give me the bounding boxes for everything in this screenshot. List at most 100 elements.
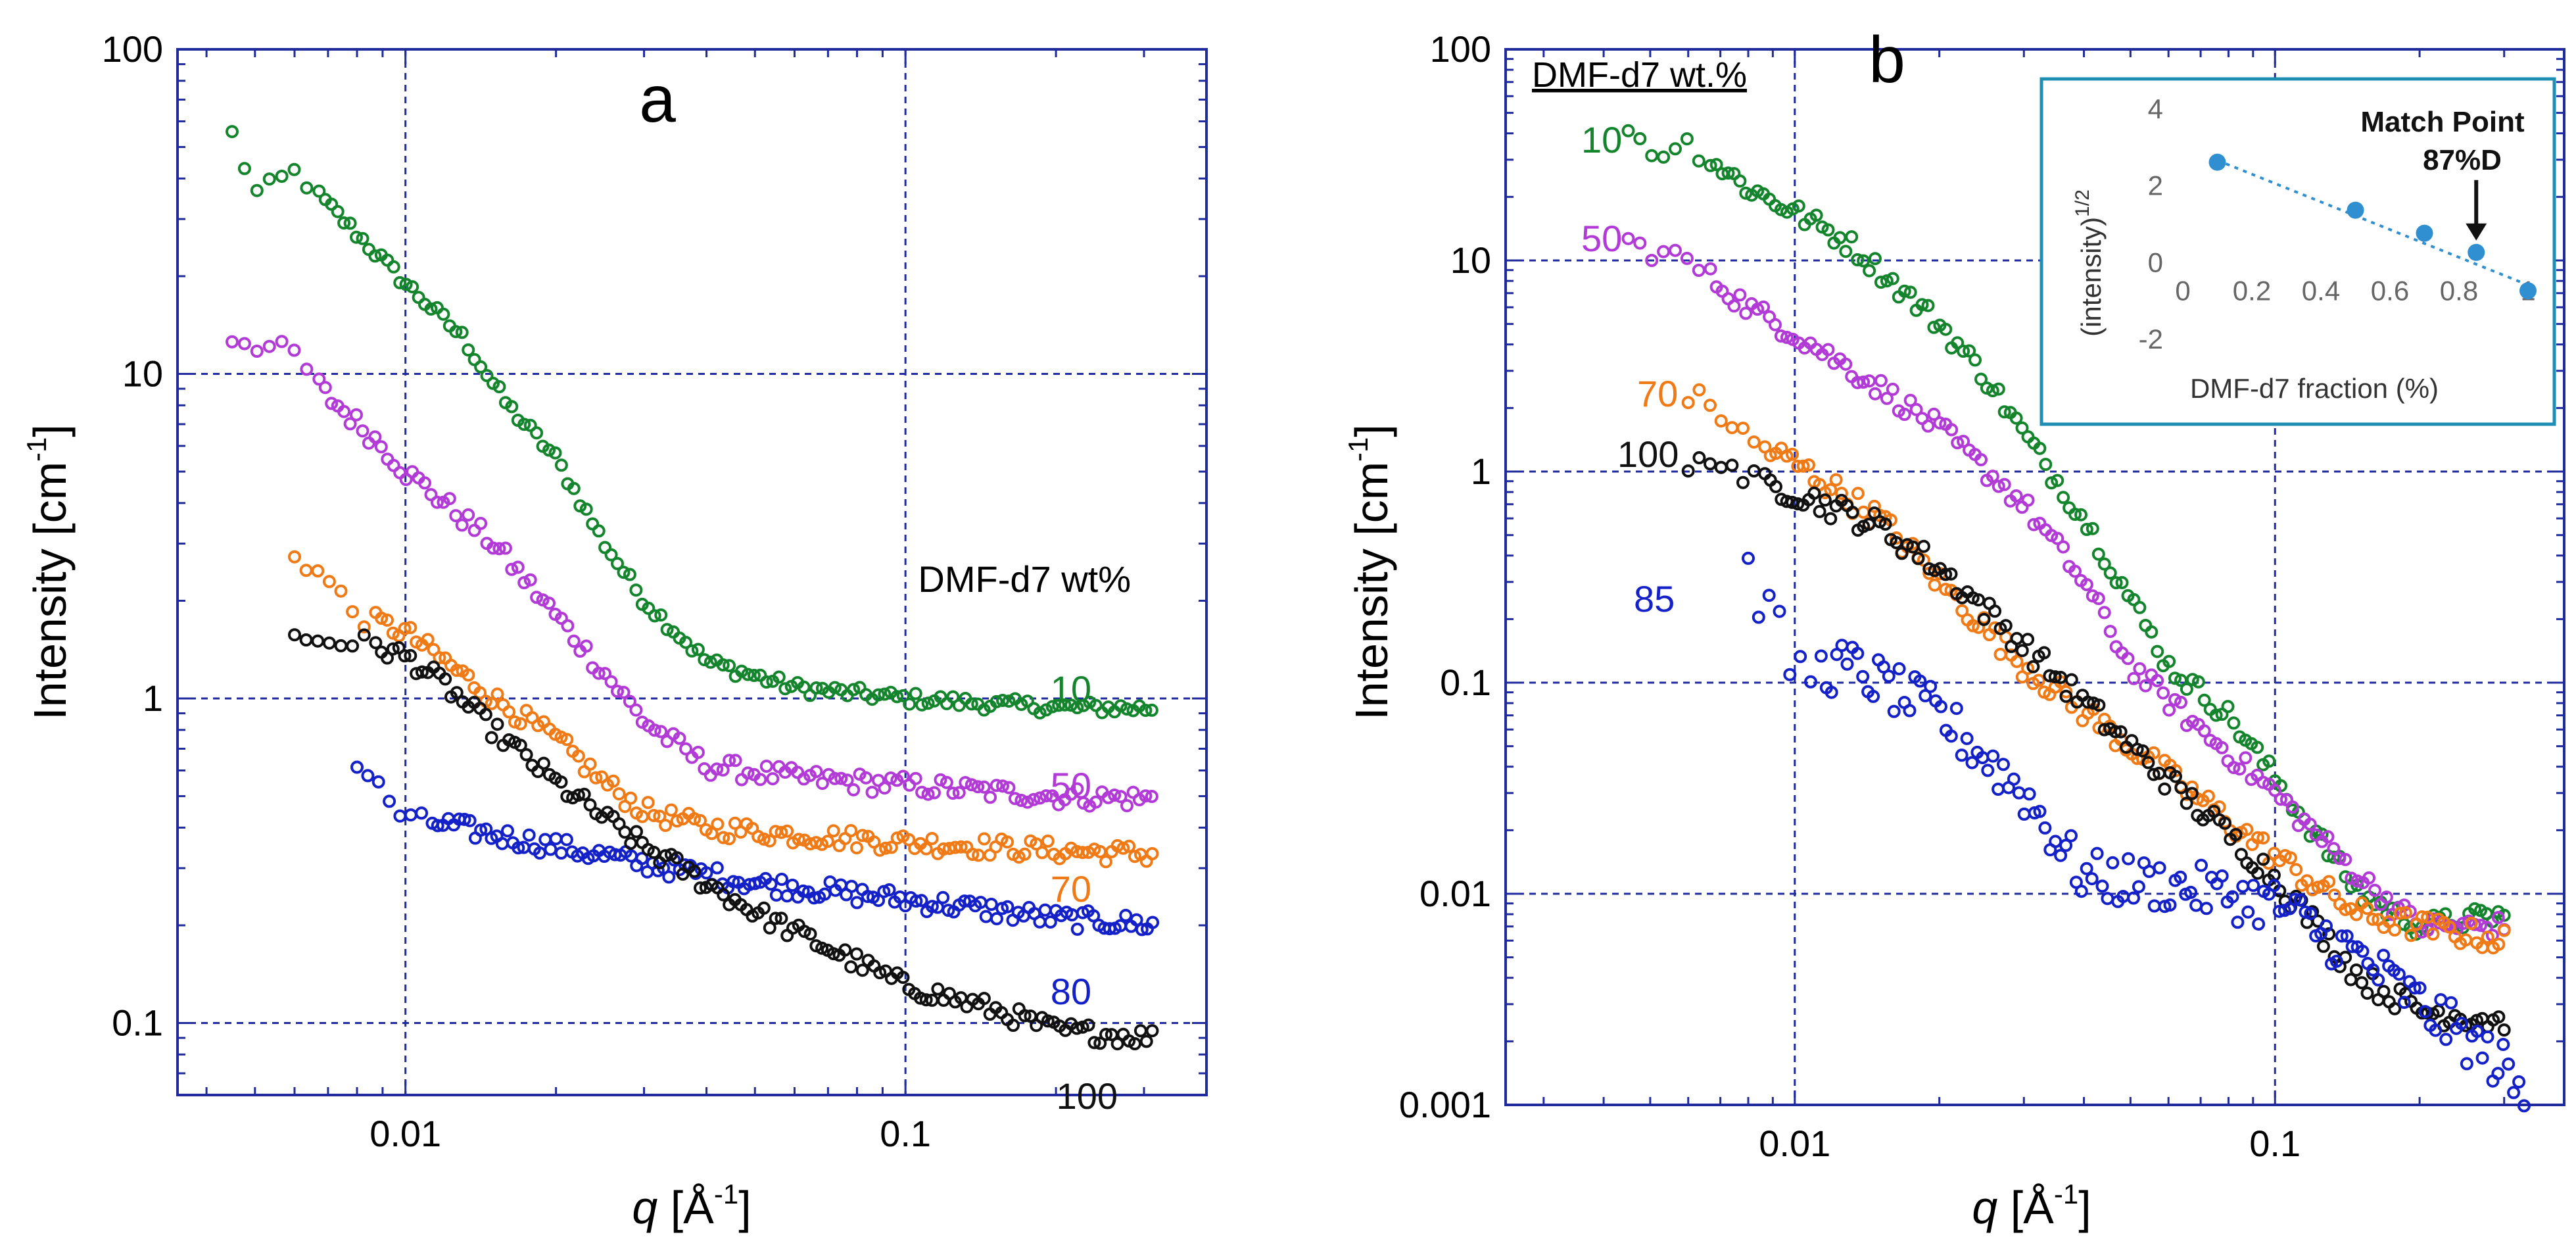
data-point-b-85 (2038, 821, 2052, 835)
data-point-a-70 (780, 824, 794, 838)
panel-a-grid (178, 49, 1206, 1095)
data-point-b-85 (2095, 879, 2109, 893)
data-point-a-80 (807, 891, 821, 905)
data-point-b-10 (1886, 272, 1899, 285)
data-point-a-70 (717, 831, 730, 844)
data-point-b-10 (1869, 252, 1882, 266)
panel-a-y-tick-label: 10 (122, 353, 163, 395)
data-point-a-50 (442, 492, 456, 506)
panel-b-series-label-70: 70 (1637, 373, 1678, 414)
panel-a-x-tick-label: 0.1 (880, 1113, 931, 1154)
data-point-b-50 (1774, 329, 1788, 343)
data-point-b-50 (1933, 416, 1947, 430)
data-point-b-70 (1736, 422, 1750, 435)
data-point-b-50 (2268, 783, 2281, 797)
data-point-b-50 (1857, 376, 1871, 389)
data-point-a-10 (275, 170, 289, 183)
inset-y-tick-label: -2 (2139, 324, 2163, 354)
data-point-b-10 (1992, 382, 2005, 396)
data-point-a-10 (716, 658, 730, 671)
panel-b-plot-frame (1504, 48, 2565, 1106)
data-point-b-85 (2189, 898, 2203, 912)
data-point-a-100 (1012, 1002, 1026, 1015)
data-point-b-50 (2139, 679, 2153, 693)
panel-a-series-label-80: 80 (1051, 971, 1091, 1012)
data-point-b-85 (2215, 869, 2229, 883)
data-point-b-50 (2051, 531, 2064, 545)
data-point-b-50 (1921, 419, 1935, 433)
data-point-a-10 (517, 418, 531, 431)
panel-a-y-axis-label-text: Intensity [cm (24, 462, 76, 720)
data-point-b-100 (1818, 493, 1832, 507)
data-point-a-70 (757, 832, 771, 846)
data-point-b-100 (2026, 660, 2040, 673)
data-point-a-10 (909, 687, 922, 700)
data-point-b-85 (2236, 879, 2250, 893)
data-point-a-80 (1135, 923, 1149, 937)
data-point-a-50 (629, 703, 643, 717)
data-point-a-50 (840, 773, 854, 787)
data-point-a-50 (399, 473, 413, 486)
data-point-a-10 (828, 681, 842, 695)
data-point-b-70 (2464, 917, 2478, 930)
data-point-a-70 (311, 564, 325, 577)
data-point-a-10 (1145, 703, 1158, 717)
data-point-a-50 (318, 381, 332, 395)
data-point-b-85 (2517, 1099, 2531, 1113)
data-point-a-80 (710, 861, 724, 875)
data-point-b-85 (2288, 892, 2302, 906)
data-point-b-10 (2151, 645, 2164, 658)
data-point-b-50 (2256, 775, 2270, 789)
data-point-a-50 (959, 776, 972, 789)
data-point-b-10 (2103, 566, 2117, 580)
data-point-b-85 (2512, 1075, 2526, 1088)
data-point-a-10 (1052, 698, 1066, 712)
data-point-a-50 (1014, 794, 1028, 807)
data-point-b-10 (2251, 741, 2264, 754)
data-point-a-50 (237, 337, 251, 351)
data-point-a-100 (404, 648, 417, 662)
data-point-b-85 (2496, 1038, 2510, 1052)
data-point-a-100 (485, 731, 498, 744)
data-point-a-80 (700, 866, 713, 880)
data-point-b-70 (1955, 604, 1969, 618)
data-point-b-85 (1882, 670, 1896, 683)
data-point-b-85 (2429, 1023, 2443, 1037)
data-point-a-70 (821, 835, 834, 848)
data-point-a-10 (548, 446, 562, 460)
data-point-a-70 (334, 584, 348, 598)
inset-arrow (2466, 180, 2487, 241)
data-point-a-80 (925, 900, 939, 914)
data-point-a-10 (642, 601, 656, 615)
data-point-b-70 (2497, 923, 2511, 937)
data-point-a-70 (723, 832, 736, 846)
data-point-a-70 (641, 796, 655, 810)
data-point-a-10 (629, 583, 643, 597)
data-point-a-10 (1020, 695, 1034, 708)
data-point-a-70 (624, 791, 638, 805)
data-point-a-50 (430, 495, 444, 509)
data-point-b-100 (2130, 743, 2144, 756)
data-point-b-50 (1839, 357, 1853, 371)
data-point-b-100 (2229, 827, 2243, 841)
data-point-a-100 (537, 756, 550, 770)
data-point-b-70 (2393, 906, 2407, 920)
data-point-a-70 (1122, 839, 1136, 853)
data-point-b-50 (1874, 374, 1888, 387)
inset-data-point-4 (2519, 282, 2537, 300)
data-point-a-10 (592, 524, 606, 538)
data-point-a-50 (337, 404, 351, 418)
panel-a-plot-frame (176, 48, 1208, 1096)
data-point-a-80 (495, 837, 509, 850)
data-point-b-70 (2202, 789, 2215, 803)
data-point-a-100 (1041, 1014, 1055, 1028)
data-point-b-100 (1791, 497, 1805, 511)
data-point-b-85 (1934, 700, 1947, 714)
data-point-b-85 (2085, 872, 2099, 886)
data-point-b-85 (2090, 846, 2104, 860)
data-point-b-70 (1802, 458, 1815, 472)
data-point-a-80 (979, 910, 993, 923)
data-point-b-100 (1977, 612, 1991, 626)
data-point-b-85 (1851, 646, 1865, 660)
data-point-b-100 (2360, 987, 2374, 1000)
